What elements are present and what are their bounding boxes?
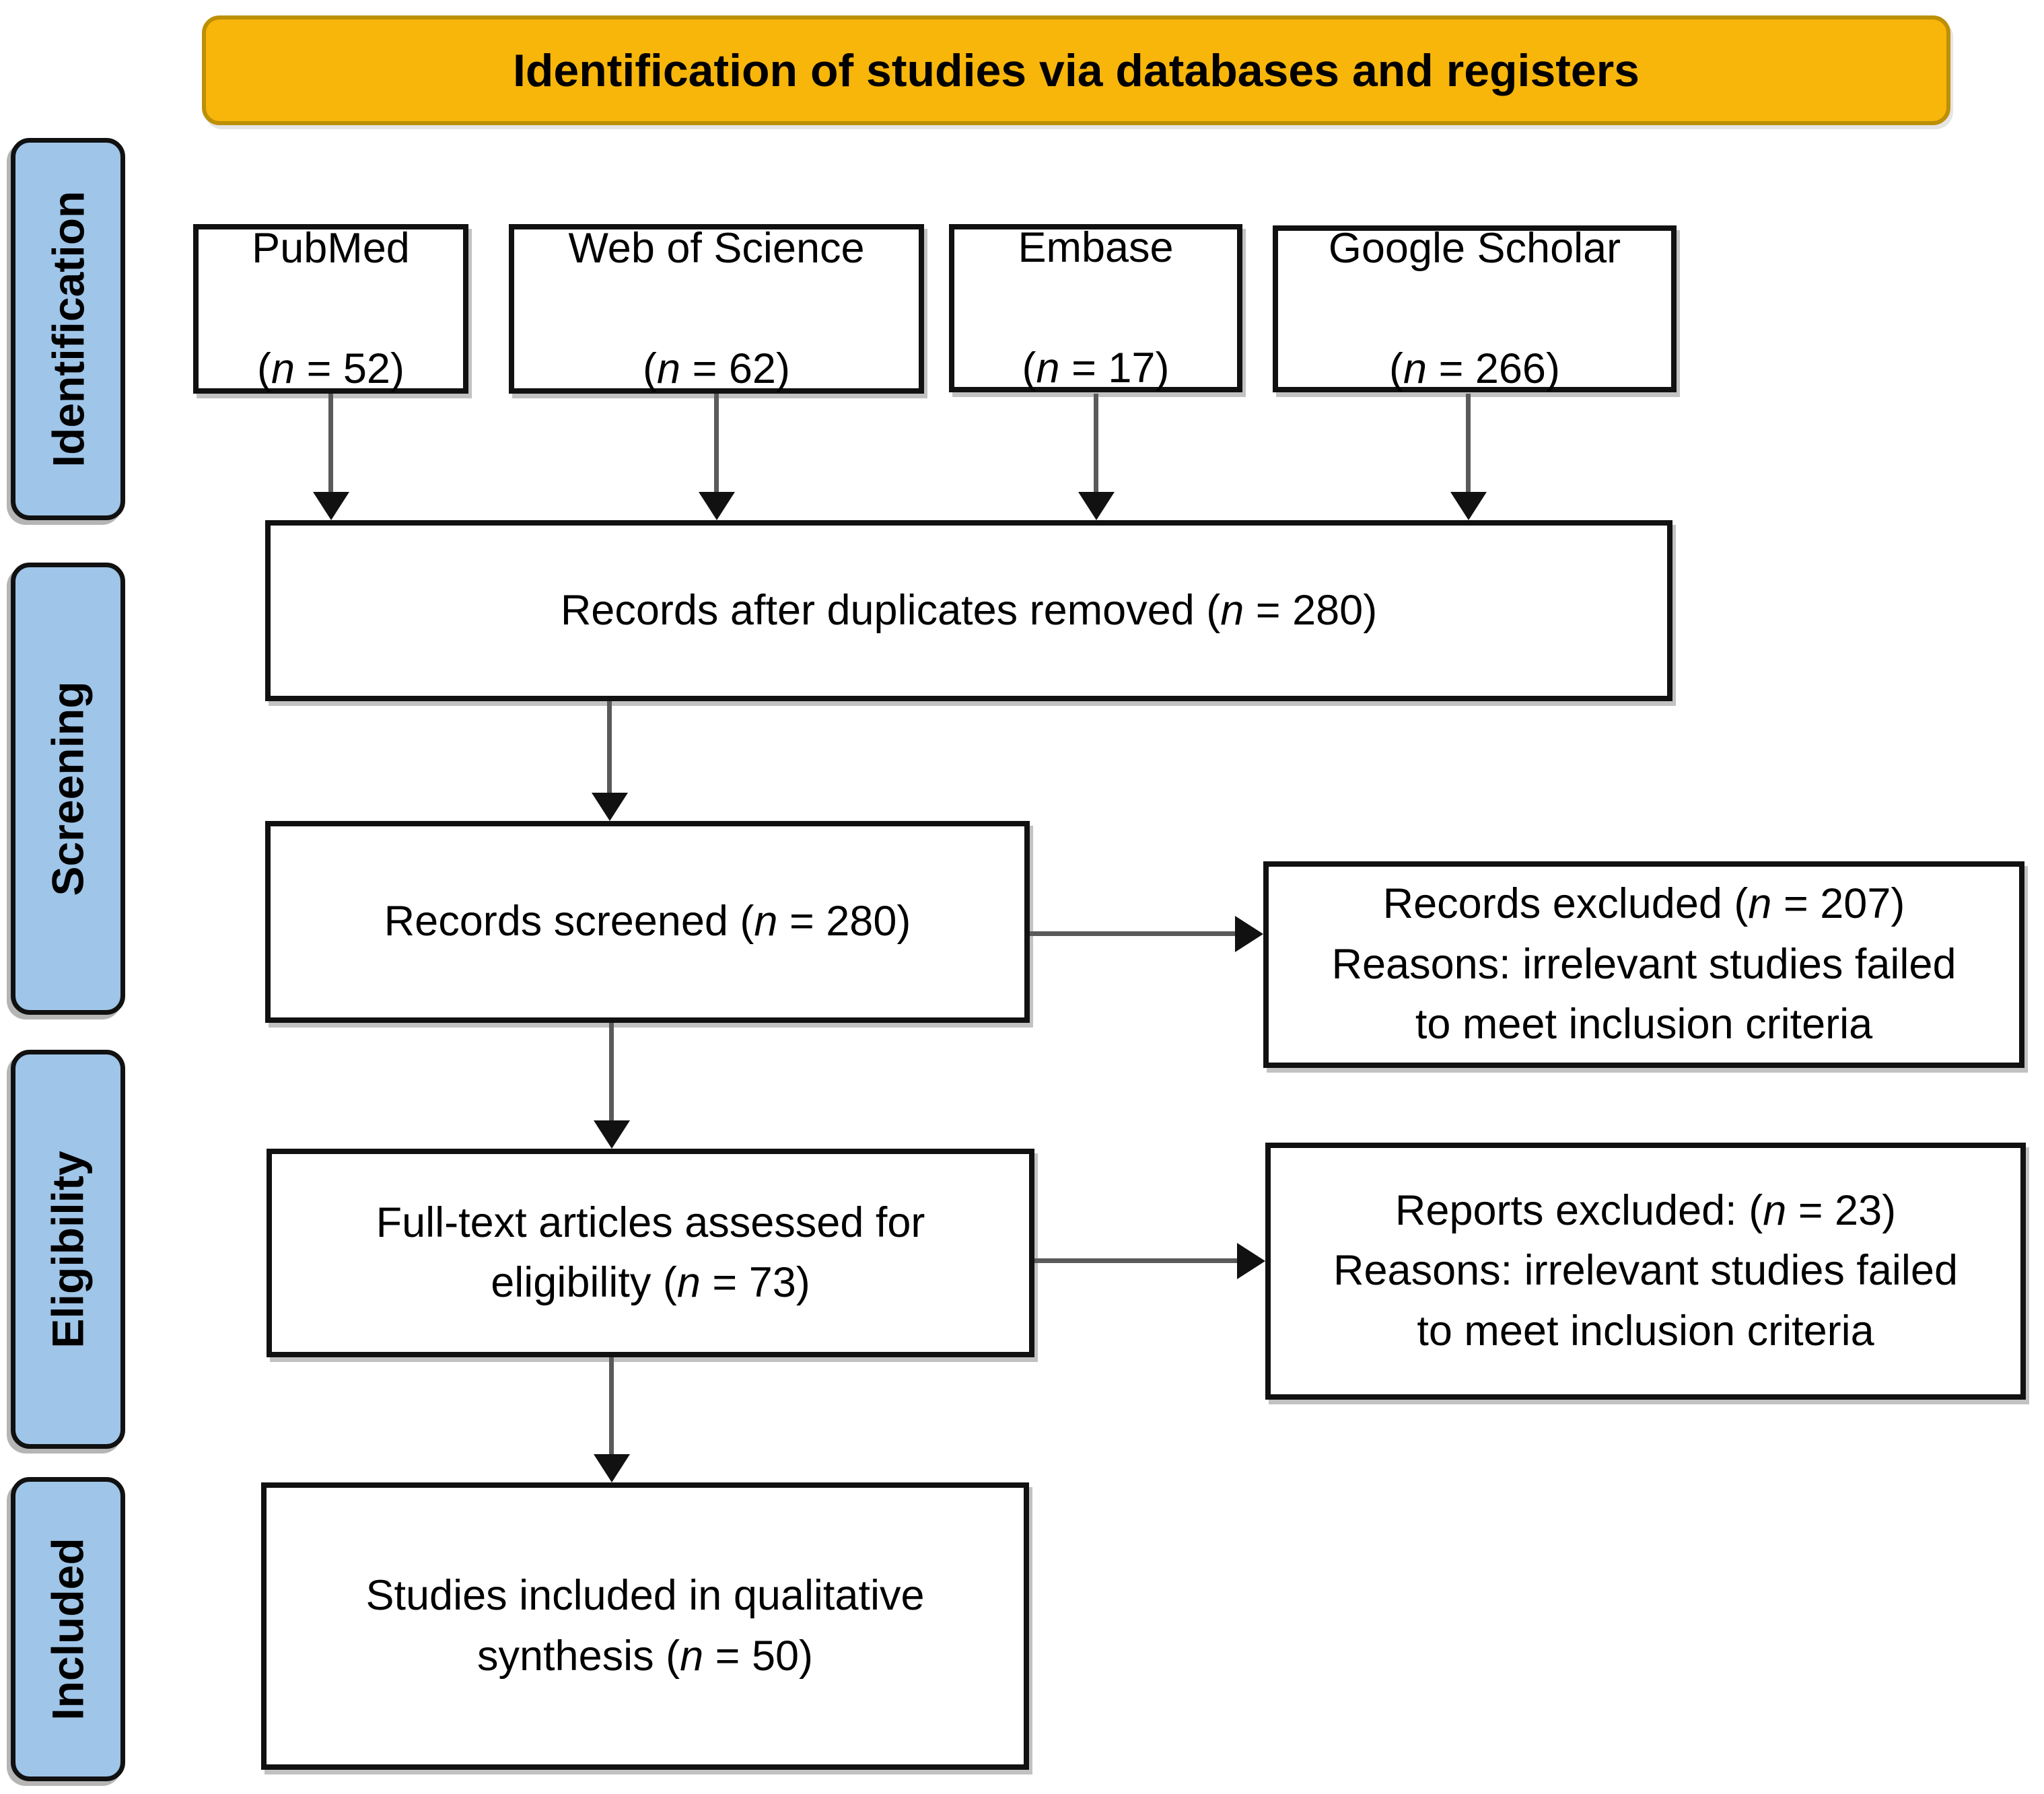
arrow-screened-to-fulltext <box>609 1023 614 1120</box>
arrow-fulltext-to-included <box>609 1357 614 1454</box>
duplicates-removed-text: Records after duplicates removed (n = 28… <box>560 586 1378 634</box>
stage-identification-label: Identification <box>43 190 94 468</box>
arrow-embase-to-duplicates <box>1094 394 1098 492</box>
arrow-duplicates-to-screened <box>607 701 612 793</box>
title-banner: Identification of studies via databases … <box>202 15 1950 125</box>
source-wos-count: (n = 62) <box>643 345 790 392</box>
records-excluded-text: Records excluded (n = 207) Reasons: irrel… <box>1331 880 1957 1048</box>
source-pubmed-name: PubMed <box>252 224 410 272</box>
stage-screening: Screening <box>11 563 125 1015</box>
source-embase-name: Embase <box>1018 223 1174 271</box>
source-box-web-of-science: Web of Science (n = 62) <box>509 224 924 394</box>
source-google-scholar-name: Google Scholar <box>1328 224 1621 272</box>
records-excluded-box: Records excluded (n = 207) Reasons: irrel… <box>1263 861 2024 1068</box>
arrow-google-scholar-to-duplicates <box>1466 394 1471 492</box>
diagram-title: Identification of studies via databases … <box>512 44 1640 96</box>
stage-eligibility: Eligibility <box>11 1050 125 1449</box>
arrow-pubmed-to-duplicates <box>328 394 333 492</box>
source-box-embase: Embase (n = 17) <box>949 224 1242 392</box>
studies-included-text: Studies included in qualitative synthesis… <box>365 1572 925 1680</box>
arrow-screened-to-excluded <box>1030 931 1235 936</box>
records-screened-text: Records screened (n = 280) <box>384 898 911 945</box>
source-box-google-scholar: Google Scholar (n = 266) <box>1273 225 1677 392</box>
stage-included-label: Included <box>43 1538 94 1721</box>
fulltext-assessed-box: Full-text articles assessed for eligibili… <box>267 1149 1034 1357</box>
stage-eligibility-label: Eligibility <box>43 1150 94 1349</box>
source-pubmed-count: (n = 52) <box>257 345 404 392</box>
stage-identification: Identification <box>11 138 125 520</box>
reports-excluded-text: Reports excluded: (n = 23) Reasons: irrel… <box>1333 1186 1958 1355</box>
stage-screening-label: Screening <box>43 681 94 896</box>
source-google-scholar-count: (n = 266) <box>1389 345 1560 392</box>
duplicates-removed-box: Records after duplicates removed (n = 28… <box>265 520 1672 701</box>
source-wos-name: Web of Science <box>568 224 865 272</box>
stage-included: Included <box>11 1477 125 1781</box>
arrow-wos-to-duplicates <box>714 394 719 492</box>
reports-excluded-box: Reports excluded: (n = 23) Reasons: irrel… <box>1265 1143 2026 1400</box>
studies-included-box: Studies included in qualitative synthesis… <box>261 1482 1029 1770</box>
records-screened-box: Records screened (n = 280) <box>265 821 1030 1023</box>
source-box-pubmed: PubMed (n = 52) <box>193 224 468 394</box>
fulltext-assessed-text: Full-text articles assessed for eligibili… <box>376 1198 925 1306</box>
arrow-fulltext-to-reports-excluded <box>1034 1258 1237 1263</box>
source-embase-count: (n = 17) <box>1022 344 1170 392</box>
